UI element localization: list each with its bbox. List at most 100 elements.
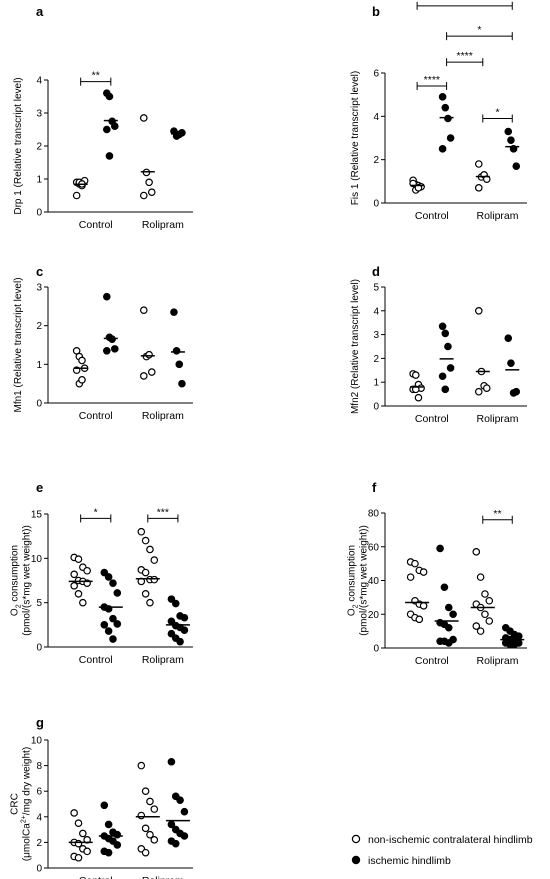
y-tick-label: 0	[373, 199, 379, 210]
y-tick-label: 6	[36, 787, 42, 798]
significance-label: ***	[157, 506, 169, 518]
data-point-ischemic	[180, 626, 189, 634]
data-point-ischemic	[170, 308, 178, 316]
y-axis-title-superscript: 2+	[21, 815, 28, 823]
data-point-non-ischemic	[147, 188, 156, 197]
significance-label: **	[461, 0, 469, 6]
data-point-ischemic	[444, 114, 452, 123]
panel-f: f 0 20 40 60 80 O2 consumption(pmol/(s*mg wet …	[347, 480, 527, 667]
y-axis-title: CRC(μmolCa2+/mg dry weight)	[10, 747, 33, 861]
data-point-non-ischemic	[414, 184, 423, 192]
y-axis-title-line1: O2 consumption	[10, 545, 23, 616]
data-point-ischemic	[109, 635, 117, 643]
data-point-non-ischemic	[476, 627, 485, 635]
data-point-non-ischemic	[146, 830, 154, 839]
data-point-ischemic	[436, 544, 444, 553]
data-point-non-ischemic	[141, 787, 150, 796]
significance-label: **	[92, 70, 100, 82]
data-point-non-ischemic	[72, 191, 81, 200]
data-point-ischemic	[180, 832, 189, 840]
data-point-ischemic	[510, 640, 519, 649]
data-point-non-ischemic	[83, 847, 91, 856]
data-point-ischemic	[104, 573, 113, 581]
data-point-ischemic	[180, 613, 189, 622]
legend-label-ischemic: ischemic hindlimb	[368, 855, 451, 867]
x-tick-label: Rolipram	[142, 410, 184, 422]
data-point-non-ischemic	[411, 559, 419, 568]
y-tick-label: 0	[36, 399, 42, 410]
data-point-ischemic	[100, 621, 109, 629]
data-point-non-ischemic	[146, 797, 154, 806]
data-point-non-ischemic	[474, 160, 483, 168]
data-point-non-ischemic	[411, 385, 420, 394]
data-point-non-ischemic	[83, 566, 91, 575]
data-point-ischemic	[109, 579, 117, 587]
data-point-ischemic	[176, 796, 184, 804]
y-axis-title: Drp 1 (Relative transcript level)	[13, 77, 24, 214]
data-point-non-ischemic	[141, 848, 150, 857]
y-tick-label: 20	[368, 610, 380, 621]
y-axis-title-rest: consumption	[10, 545, 21, 604]
data-point-ischemic	[104, 820, 113, 829]
data-point-ischemic	[113, 589, 122, 597]
data-point-non-ischemic	[147, 368, 156, 376]
significance-label: *	[495, 107, 499, 119]
y-tick-label: 80	[368, 509, 380, 520]
panel-letter: e	[36, 480, 43, 495]
y-axis-title: Fis 1 (Relative transcript level)	[350, 71, 361, 205]
y-tick-label: 0	[36, 864, 42, 875]
data-point-non-ischemic	[141, 568, 150, 577]
significance-label: ****	[457, 50, 473, 62]
data-point-ischemic	[180, 807, 189, 816]
panel-d: d 0 1 2 3 4 5 Mfn2 (Relative transcript level) C…	[350, 264, 527, 425]
data-point-non-ischemic	[74, 819, 83, 828]
significance-label: *	[477, 24, 481, 36]
data-point-ischemic	[113, 830, 122, 839]
data-point-non-ischemic	[78, 356, 86, 365]
data-point-non-ischemic	[476, 573, 485, 581]
y-tick-label: 4	[373, 306, 379, 317]
data-point-non-ischemic	[79, 598, 87, 607]
data-point-non-ischemic	[419, 602, 428, 610]
x-tick-label: Control	[79, 875, 113, 879]
data-point-non-ischemic	[481, 590, 489, 598]
data-point-ischemic	[512, 162, 521, 170]
data-point-ischemic	[440, 583, 449, 592]
panel-e: e 0 5 10 15 O2 consumption(pmol/(s*mg wet wei…	[10, 480, 193, 666]
y-tick-label: 5	[373, 283, 379, 294]
data-point-ischemic	[512, 387, 521, 396]
data-point-non-ischemic	[150, 556, 159, 564]
data-point-ischemic	[438, 322, 447, 331]
panel-b: b 0 2 4 6 Fis 1 (Relative transcript level) Co…	[350, 0, 527, 222]
data-point-ischemic	[113, 620, 122, 628]
data-point-ischemic	[108, 335, 116, 344]
data-point-non-ischemic	[485, 617, 494, 625]
y-axis-title-line2: (pmol/(s*mg wet weight))	[22, 525, 33, 636]
panel-c: c 0 1 2 3 Mfn1 (Relative transcript level) Con…	[13, 264, 193, 422]
data-point-non-ischemic	[150, 575, 159, 584]
data-point-non-ischemic	[146, 598, 154, 607]
data-point-ischemic	[504, 127, 513, 136]
legend: non-ischemic contralateral hindlimb isch…	[351, 834, 533, 867]
y-tick-label: 0	[36, 208, 42, 219]
data-point-ischemic	[172, 346, 181, 355]
x-tick-label: Rolipram	[477, 210, 519, 222]
data-point-non-ischemic	[70, 582, 78, 590]
data-point-non-ischemic	[406, 573, 415, 581]
data-point-ischemic	[100, 801, 109, 810]
data-point-non-ischemic	[139, 306, 148, 315]
data-point-ischemic	[109, 614, 117, 623]
panel-letter: f	[372, 480, 377, 495]
y-tick-label: 0	[373, 644, 379, 655]
data-point-ischemic	[111, 345, 119, 353]
data-point-non-ischemic	[70, 570, 78, 579]
data-point-non-ischemic	[70, 809, 78, 817]
data-point-non-ischemic	[481, 610, 489, 619]
data-point-ischemic	[438, 372, 447, 381]
data-point-non-ischemic	[474, 306, 483, 315]
data-point-non-ischemic	[145, 178, 153, 187]
y-axis-title: O2 consumption(pmol/(s*mg wet weight))	[10, 525, 33, 636]
y-tick-label: 1	[36, 175, 42, 186]
data-point-ischemic	[167, 595, 176, 603]
